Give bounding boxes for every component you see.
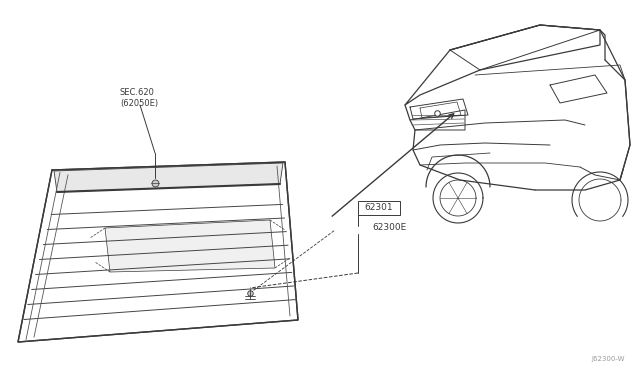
Text: J62300-W: J62300-W bbox=[591, 356, 625, 362]
Text: SEC.620
(62050E): SEC.620 (62050E) bbox=[120, 88, 158, 108]
Text: 62300E: 62300E bbox=[372, 224, 406, 232]
Text: 62301: 62301 bbox=[365, 203, 394, 212]
Bar bbox=[358, 201, 400, 215]
Polygon shape bbox=[105, 220, 275, 272]
Polygon shape bbox=[54, 163, 283, 192]
Polygon shape bbox=[18, 162, 298, 342]
